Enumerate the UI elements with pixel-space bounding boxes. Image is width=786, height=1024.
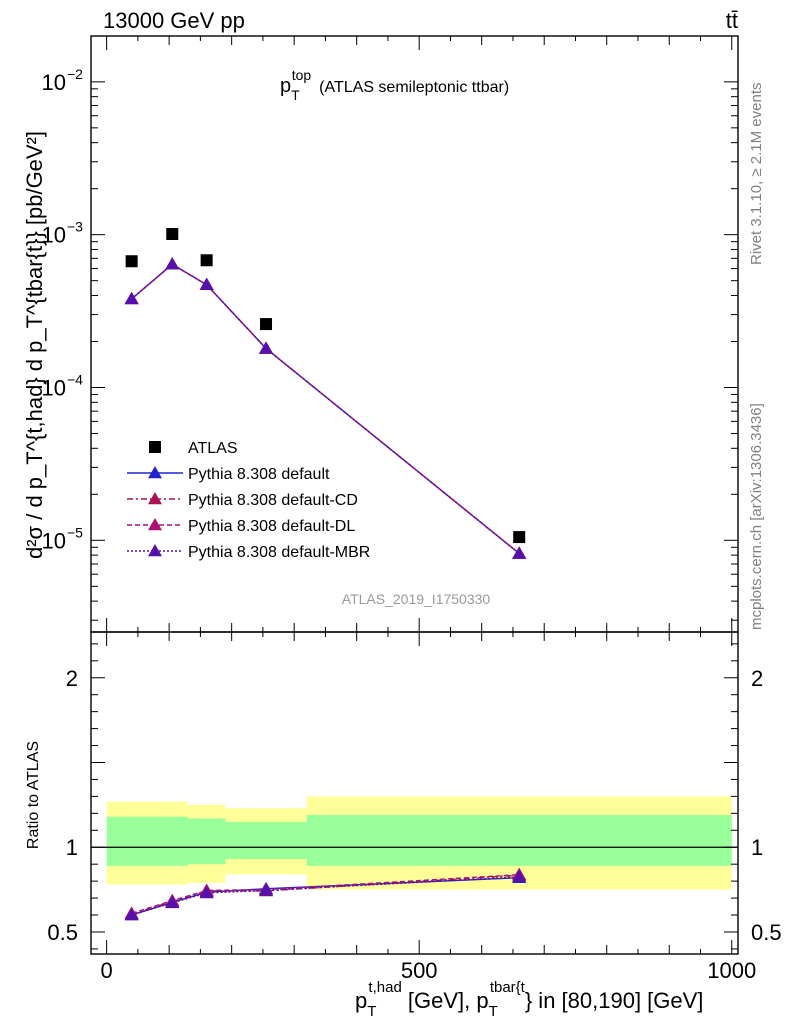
main-y-tick-label: 10 — [42, 223, 66, 248]
ratio-series-layer — [124, 867, 527, 921]
legend-label-1: Pythia 8.308 default — [188, 466, 330, 483]
inner-band-2 — [225, 821, 307, 860]
main-y-tick-label: 10 — [42, 375, 66, 400]
main-y-ticks: 10−210−310−410−5 — [42, 66, 738, 621]
atlas-data-point — [125, 255, 138, 268]
x-ticks: 0 500 1000 — [101, 36, 756, 983]
title-rest: (ATLAS semileptonic ttbar) — [319, 79, 509, 96]
legend: ATLAS Pythia 8.308 default Pythia 8.308 de… — [127, 440, 370, 561]
main-plot-frame — [90, 35, 739, 633]
ratio-y-tick-label-right: 0.5 — [751, 920, 782, 945]
x-axis-title: pTt,had [GeV], pTtbar{t} in [80,190] [Ge… — [355, 979, 703, 1020]
x-tick-label: 0 — [101, 958, 113, 983]
ratio-series-point-3 — [199, 885, 214, 899]
inner-band-3 — [306, 815, 732, 866]
main-series-line-4 — [131, 263, 520, 555]
main-series-layer — [124, 228, 527, 559]
ratio-series-line-1 — [131, 874, 520, 915]
x-tick-label: 1000 — [707, 958, 756, 983]
title-p: p — [280, 75, 291, 97]
ratio-series-point-3 — [124, 908, 139, 921]
atlas-data-point — [260, 318, 273, 331]
xlabel-mid: [GeV], — [402, 988, 477, 1013]
main-series-line-2 — [131, 263, 520, 555]
header-process: tt̄ — [726, 8, 738, 33]
ratio-y-tick-label-right: 1 — [751, 835, 763, 860]
atlas-data-point — [166, 228, 179, 241]
ratio-series-line-3 — [131, 876, 520, 916]
ratio-series-point-3 — [259, 883, 274, 896]
legend-label-2: Pythia 8.308 default-CD — [188, 492, 358, 509]
main-y-tick-label: 10 — [42, 528, 66, 553]
xlabel-rest: } in [80,190] [GeV] — [525, 988, 704, 1013]
analysis-id: ATLAS_2019_I1750330 — [342, 591, 491, 607]
title-sup: top — [292, 67, 312, 83]
ratio-y-ticks: 0.5 0.5 1 1 2 2 — [47, 643, 782, 950]
main-series-point-4 — [199, 277, 214, 291]
legend-marker-atlas — [149, 441, 161, 453]
title-sub: T — [291, 87, 300, 103]
inner-band-0 — [106, 816, 188, 866]
main-series-line-1 — [131, 263, 520, 555]
rivet-label: Rivet 3.1.10, ≥ 2.1M events — [748, 83, 765, 266]
ratio-y-tick-label: 0.5 — [47, 920, 78, 945]
ratio-series-point-3 — [512, 869, 527, 883]
main-y-tick-exponent: −2 — [67, 66, 83, 82]
main-y-axis-title: d²σ / d p_T^{t,had} d p_T^{tbar{t}} [pb/… — [22, 131, 47, 559]
legend-marker-3 — [148, 518, 162, 531]
xlabel-p1: p — [355, 988, 367, 1013]
ratio-y-tick-label: 2 — [66, 666, 78, 691]
inner-band-1 — [187, 818, 226, 865]
ratio-plot-frame — [90, 631, 739, 955]
legend-marker-4 — [148, 544, 162, 557]
ratio-series-point-3 — [165, 895, 180, 909]
main-plot-title: pTtop (ATLAS semileptonic ttbar) — [280, 67, 509, 103]
main-y-tick-exponent: −3 — [67, 219, 83, 235]
header-energy: 13000 GeV pp — [103, 8, 245, 33]
xlabel-sup1: t,had — [368, 979, 401, 996]
main-y-tick-label: 10 — [42, 70, 66, 95]
ratio-y-axis-title: Ratio to ATLAS — [25, 741, 42, 849]
main-series-point-4 — [512, 546, 527, 559]
xlabel-sup2: tbar{t — [490, 979, 526, 996]
main-series-point-4 — [124, 291, 139, 305]
xlabel-sub2: T — [489, 1003, 498, 1020]
ratio-uncertainty-bands — [91, 796, 738, 890]
main-series-line-3 — [131, 263, 520, 555]
main-y-tick-exponent: −4 — [67, 371, 83, 387]
legend-label-3: Pythia 8.308 default-DL — [188, 518, 355, 535]
main-y-tick-exponent: −5 — [67, 524, 83, 540]
atlas-data-point — [200, 254, 213, 267]
xlabel-p2: p — [476, 988, 488, 1013]
mcplots-label: mcplots.cern.ch [arXiv:1306.3436] — [748, 403, 765, 630]
legend-marker-1 — [148, 466, 162, 479]
ratio-series-line-2 — [131, 873, 520, 914]
main-series-point-4 — [259, 341, 274, 354]
legend-label-0: ATLAS — [188, 440, 238, 457]
ratio-y-tick-label-right: 2 — [751, 666, 763, 691]
atlas-data-point — [513, 531, 526, 544]
main-series-point-4 — [165, 257, 180, 270]
legend-marker-2 — [148, 492, 162, 505]
legend-label-4: Pythia 8.308 default-MBR — [188, 544, 370, 561]
x-tick-label: 500 — [401, 958, 438, 983]
ratio-y-tick-label: 1 — [66, 835, 78, 860]
xlabel-sub1: T — [367, 1003, 376, 1020]
